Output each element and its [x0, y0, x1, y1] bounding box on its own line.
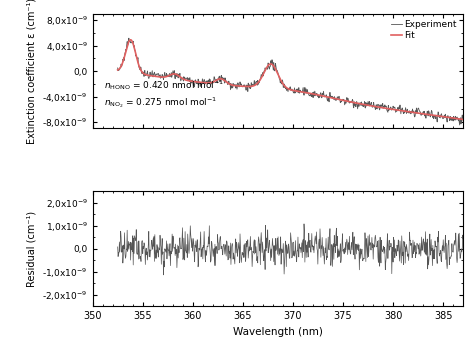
Text: $n_{\rm NO_2}$ = 0.275 nmol mol$^{-1}$: $n_{\rm NO_2}$ = 0.275 nmol mol$^{-1}$ — [104, 95, 217, 110]
Text: $n_{\rm HONO}$ = 0.420 nmol mol$^{-1}$: $n_{\rm HONO}$ = 0.420 nmol mol$^{-1}$ — [104, 78, 224, 92]
Fit — [136, 64, 142, 68]
Fit — [335, 97, 341, 101]
Experiment — [413, 109, 418, 113]
Fit — [316, 93, 322, 97]
Fit — [325, 95, 331, 99]
Y-axis label: Residual (cm⁻¹): Residual (cm⁻¹) — [27, 211, 37, 287]
Line: Fit: Fit — [118, 40, 463, 119]
Fit — [377, 105, 383, 109]
Fit — [128, 38, 133, 42]
Fit — [460, 117, 466, 121]
Experiment — [115, 66, 121, 70]
Experiment — [377, 103, 383, 107]
Experiment — [316, 96, 322, 100]
Experiment — [126, 36, 132, 40]
Fit — [413, 111, 418, 115]
Line: Experiment: Experiment — [118, 38, 463, 125]
X-axis label: Wavelength (nm): Wavelength (nm) — [233, 326, 323, 336]
Experiment — [335, 97, 341, 101]
Experiment — [460, 119, 466, 123]
Fit — [115, 68, 121, 72]
Legend: Experiment, Fit: Experiment, Fit — [387, 17, 460, 43]
Experiment — [457, 123, 463, 127]
Y-axis label: Extinction coefficient ε (cm⁻¹): Extinction coefficient ε (cm⁻¹) — [27, 0, 37, 144]
Experiment — [325, 99, 331, 103]
Experiment — [136, 66, 142, 70]
